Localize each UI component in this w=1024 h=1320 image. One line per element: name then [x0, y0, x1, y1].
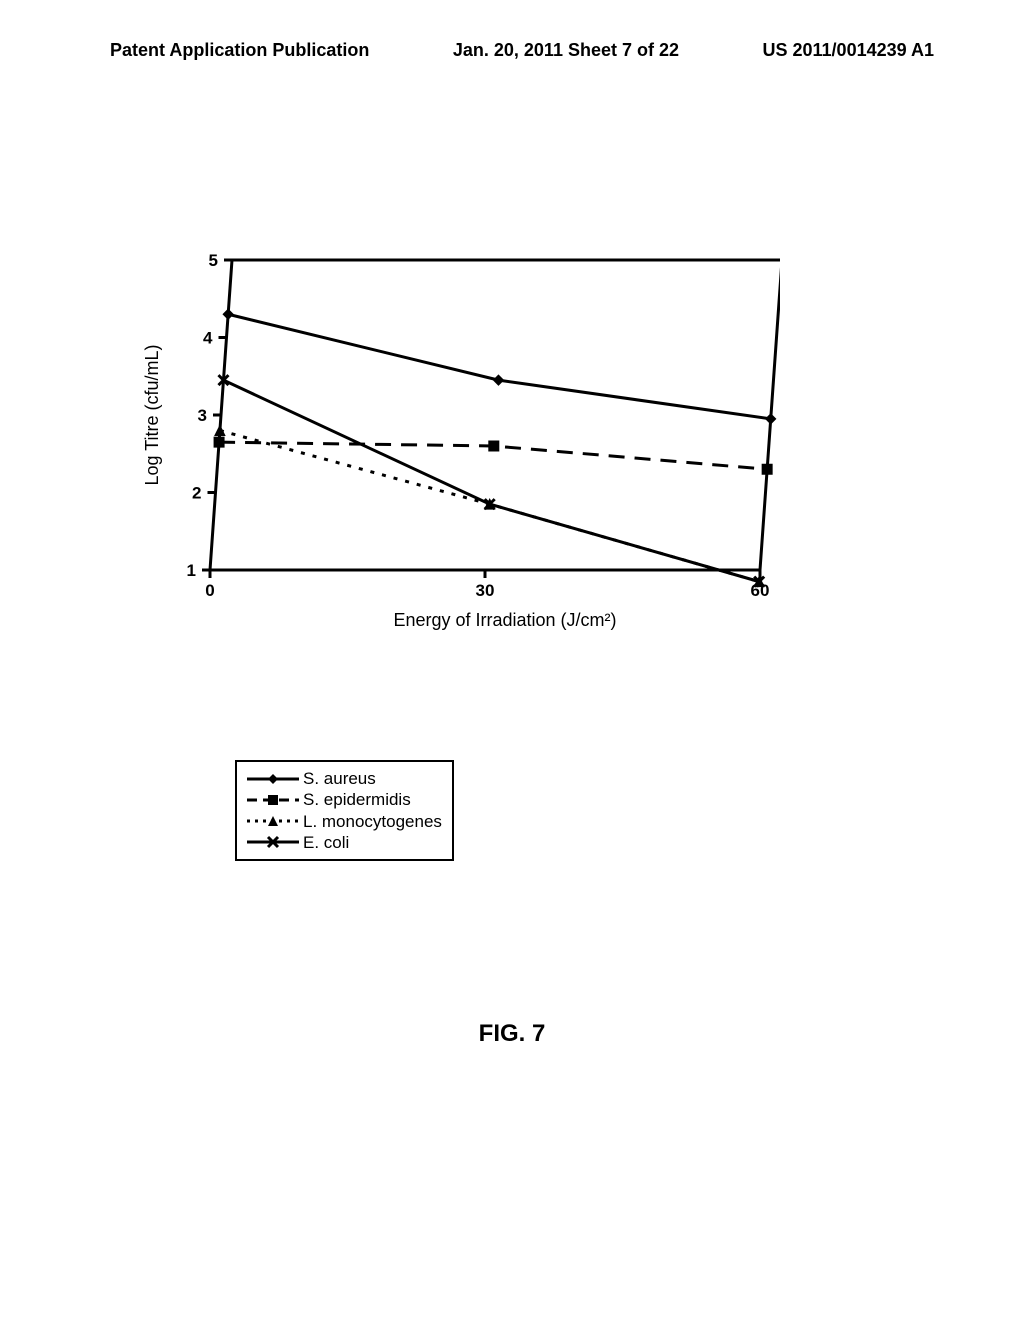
header-right: US 2011/0014239 A1: [763, 40, 934, 61]
header-left: Patent Application Publication: [110, 40, 369, 61]
svg-text:4: 4: [203, 329, 213, 348]
legend-item: E. coli: [245, 832, 442, 853]
svg-text:0: 0: [205, 581, 214, 600]
legend-label: S. aureus: [303, 768, 376, 789]
legend-swatch: [245, 834, 301, 850]
svg-text:1: 1: [187, 561, 196, 580]
legend-label: S. epidermidis: [303, 789, 411, 810]
legend-item: S. aureus: [245, 768, 442, 789]
legend-label: L. monocytogenes: [303, 811, 442, 832]
header-middle: Jan. 20, 2011 Sheet 7 of 22: [453, 40, 679, 61]
svg-text:Energy of Irradiation (J/cm²): Energy of Irradiation (J/cm²): [393, 610, 616, 630]
svg-text:3: 3: [198, 406, 207, 425]
legend-swatch: [245, 813, 301, 829]
legend-item: S. epidermidis: [245, 789, 442, 810]
line-chart: 1234503060Log Titre (cfu/mL)Energy of Ir…: [140, 250, 780, 640]
figure-caption: FIG. 7: [0, 1020, 1024, 1048]
patent-header: Patent Application Publication Jan. 20, …: [0, 40, 1024, 61]
svg-text:2: 2: [192, 484, 201, 503]
svg-text:30: 30: [476, 581, 495, 600]
legend-swatch: [245, 771, 301, 787]
svg-text:Log Titre (cfu/mL): Log Titre (cfu/mL): [142, 344, 162, 485]
svg-text:5: 5: [209, 251, 218, 270]
chart-svg: 1234503060Log Titre (cfu/mL)Energy of Ir…: [140, 250, 780, 640]
legend-label: E. coli: [303, 832, 349, 853]
legend-swatch: [245, 792, 301, 808]
legend-item: L. monocytogenes: [245, 811, 442, 832]
legend: S. aureusS. epidermidisL. monocytogenesE…: [235, 760, 454, 861]
